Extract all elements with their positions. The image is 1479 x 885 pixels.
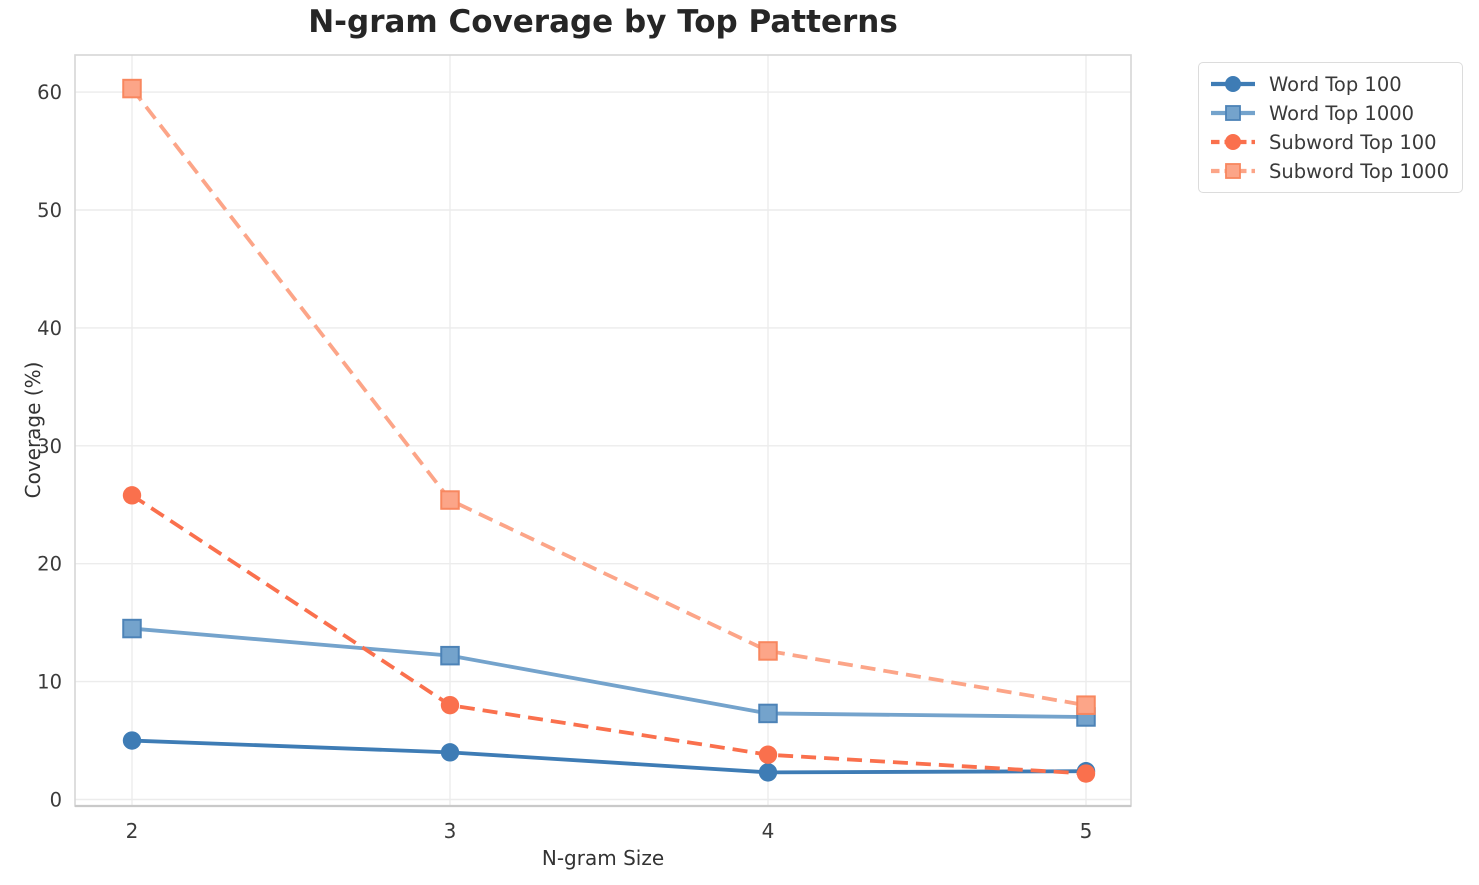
data-point-marker bbox=[440, 645, 460, 666]
y-tick-label: 0 bbox=[50, 789, 62, 812]
y-tick-label: 40 bbox=[37, 317, 62, 340]
x-tick-label: 5 bbox=[1080, 819, 1093, 843]
data-point-marker bbox=[440, 695, 460, 715]
tick-labels: 0 10 20 30 40 50 60 2 3 4 5 bbox=[37, 81, 1092, 843]
series-word-top-100 bbox=[122, 731, 1096, 782]
legend-label: Subword Top 1000 bbox=[1269, 159, 1449, 183]
series-word-top-1000 bbox=[122, 618, 1096, 727]
data-point-marker bbox=[758, 641, 778, 661]
legend-swatch-marker bbox=[1225, 134, 1241, 150]
x-tick-label: 2 bbox=[126, 819, 139, 843]
data-point-marker bbox=[1076, 764, 1096, 783]
data-point-marker bbox=[122, 78, 142, 99]
series-subword-top-1000 bbox=[122, 78, 1096, 715]
data-point-marker bbox=[1076, 695, 1096, 715]
series-line-subword-top-1000 bbox=[130, 87, 1087, 708]
legend-label: Word Top 100 bbox=[1269, 72, 1402, 96]
legend-swatch-marker bbox=[1225, 163, 1241, 179]
plot-border bbox=[74, 54, 1132, 807]
series-line-word-top-100 bbox=[131, 738, 1087, 775]
legend-item-subword-top-1000: Subword Top 1000 bbox=[1210, 157, 1462, 186]
data-point-marker bbox=[758, 763, 778, 782]
legend-swatch-marker bbox=[1225, 76, 1241, 92]
y-tick-label: 30 bbox=[37, 435, 62, 458]
y-tick-label: 20 bbox=[37, 553, 62, 576]
legend-label: Word Top 1000 bbox=[1269, 101, 1415, 125]
x-tick-label: 3 bbox=[444, 819, 457, 843]
series-line-word-top-1000 bbox=[131, 626, 1087, 719]
line-square-marker-icon bbox=[1210, 100, 1256, 126]
data-point-marker bbox=[122, 618, 142, 639]
x-axis-label: N-gram Size bbox=[541, 846, 665, 870]
data-point-marker bbox=[122, 486, 142, 505]
dashed-line-square-marker-icon bbox=[1210, 158, 1256, 184]
x-tick-label: 4 bbox=[762, 819, 775, 843]
series-line-subword-top-100 bbox=[130, 493, 1087, 776]
data-point-marker bbox=[758, 703, 778, 724]
legend: Word Top 100 Word Top 1000 Subword Top 1… bbox=[1198, 62, 1463, 193]
legend-item-word-top-1000: Word Top 1000 bbox=[1210, 99, 1462, 128]
y-axis-label: Coverage (%) bbox=[21, 361, 45, 499]
legend-label: Subword Top 100 bbox=[1269, 130, 1437, 154]
data-point-marker bbox=[122, 731, 142, 750]
gridlines bbox=[75, 55, 1131, 806]
dashed-line-circle-marker-icon bbox=[1210, 129, 1256, 155]
legend-swatch-marker bbox=[1225, 105, 1241, 121]
series-subword-top-100 bbox=[122, 486, 1096, 783]
y-tick-label: 10 bbox=[37, 671, 62, 694]
y-tick-label: 50 bbox=[37, 199, 62, 222]
y-tick-label: 60 bbox=[37, 81, 62, 104]
line-circle-marker-icon bbox=[1210, 71, 1256, 97]
data-point-marker bbox=[758, 745, 778, 764]
chart-title: N-gram Coverage by Top Patterns bbox=[308, 4, 898, 40]
legend-item-subword-top-100: Subword Top 100 bbox=[1210, 128, 1462, 157]
data-point-marker bbox=[440, 743, 460, 762]
legend-item-word-top-100: Word Top 100 bbox=[1210, 70, 1462, 99]
data-point-marker bbox=[440, 490, 460, 510]
